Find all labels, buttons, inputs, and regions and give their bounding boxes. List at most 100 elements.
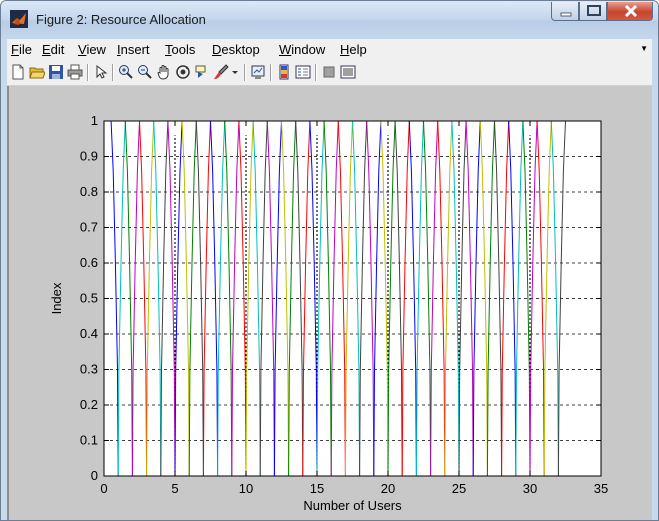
user-series-line[interactable] — [387, 120, 396, 477]
user-series-line[interactable] — [550, 120, 559, 477]
close-button[interactable] — [607, 2, 653, 21]
user-series-line[interactable] — [479, 120, 488, 477]
minimize-button[interactable] — [551, 2, 579, 21]
user-series-line[interactable] — [543, 120, 552, 477]
colorbar-icon[interactable] — [276, 64, 292, 80]
user-series-line[interactable] — [139, 120, 148, 477]
toolbar-separator — [244, 64, 246, 81]
user-series-line[interactable] — [522, 120, 531, 477]
window-client-area: File Edit View Insert Tools Desktop Wind… — [7, 39, 652, 520]
user-series-line[interactable] — [238, 120, 247, 477]
user-series-line[interactable] — [330, 120, 339, 477]
user-series-line[interactable] — [245, 120, 254, 477]
user-series-line[interactable] — [472, 120, 481, 477]
tick-layer: 00.10.20.30.40.50.60.70.80.910 5 10 15 20 25 3… — [80, 113, 608, 496]
user-series-line[interactable] — [231, 120, 240, 477]
user-series-line[interactable] — [401, 120, 410, 477]
user-series-line[interactable] — [316, 120, 325, 477]
user-series-line[interactable] — [153, 120, 162, 477]
user-series-line[interactable] — [252, 120, 261, 477]
user-series-line[interactable] — [337, 120, 346, 477]
brush-dropdown-icon[interactable] — [231, 64, 239, 80]
menu-help[interactable]: Help — [340, 42, 367, 57]
menu-window[interactable]: Window — [279, 42, 326, 57]
maximize-button[interactable] — [579, 2, 607, 21]
user-series-line[interactable] — [188, 120, 197, 477]
open-file-icon[interactable] — [29, 64, 45, 80]
menu-insert[interactable]: Insert — [117, 42, 150, 57]
user-series-line[interactable] — [408, 120, 417, 477]
save-icon[interactable] — [48, 64, 64, 80]
menu-file[interactable]: File — [11, 42, 32, 57]
user-series-line[interactable] — [373, 120, 382, 477]
user-series-line[interactable] — [110, 120, 119, 477]
y-tick-label: 0.9 — [80, 149, 98, 164]
user-series-line[interactable] — [124, 120, 133, 477]
show-plot-tools-icon[interactable] — [340, 64, 356, 80]
user-series-line[interactable] — [210, 120, 219, 477]
user-series-line[interactable] — [494, 120, 503, 477]
user-series-line[interactable] — [323, 120, 332, 477]
user-series-line[interactable] — [273, 120, 282, 477]
link-plot-icon[interactable] — [250, 64, 266, 80]
menu-view[interactable]: View — [78, 42, 106, 57]
user-series-line[interactable] — [536, 120, 545, 477]
figure-toolbar — [7, 61, 652, 86]
user-series-line[interactable] — [501, 120, 510, 477]
user-series-line[interactable] — [444, 120, 453, 477]
edit-plot-arrow-icon[interactable] — [93, 64, 109, 80]
legend-icon[interactable] — [295, 64, 311, 80]
user-series-line[interactable] — [195, 120, 204, 477]
user-series-line[interactable] — [146, 120, 155, 477]
user-series-line[interactable] — [359, 120, 368, 477]
brush-icon[interactable] — [213, 64, 229, 80]
user-series-line[interactable] — [508, 120, 517, 477]
user-series-line[interactable] — [394, 120, 403, 477]
user-series-line[interactable] — [217, 120, 226, 477]
user-series-line[interactable] — [288, 120, 297, 477]
user-series-line[interactable] — [437, 120, 446, 477]
menu-desktop[interactable]: Desktop — [212, 42, 260, 57]
zoom-in-icon[interactable] — [118, 64, 134, 80]
menu-edit[interactable]: Edit — [42, 42, 65, 57]
zoom-out-icon[interactable] — [137, 64, 153, 80]
user-series-line[interactable] — [160, 120, 169, 477]
user-series-line[interactable] — [281, 120, 290, 477]
user-series-line[interactable] — [167, 120, 176, 477]
user-series-line[interactable] — [295, 120, 304, 477]
menu-tools[interactable]: Tools — [165, 42, 196, 57]
user-series-line[interactable] — [309, 120, 318, 477]
user-series-line[interactable] — [266, 120, 275, 477]
user-series-line[interactable] — [415, 120, 424, 477]
user-series-line[interactable] — [458, 120, 467, 477]
y-tick-label: 0 — [91, 468, 98, 483]
user-series-line[interactable] — [486, 120, 495, 477]
user-series-line[interactable] — [557, 120, 566, 477]
user-series-line[interactable] — [423, 120, 432, 477]
user-series-line[interactable] — [451, 120, 460, 477]
user-series-line[interactable] — [259, 120, 268, 477]
user-series-line[interactable] — [465, 120, 474, 477]
user-series-line[interactable] — [515, 120, 524, 477]
new-figure-icon[interactable] — [10, 64, 26, 80]
user-series-line[interactable] — [302, 120, 311, 477]
hide-plot-tools-icon[interactable] — [321, 64, 337, 80]
user-series-line[interactable] — [131, 120, 140, 477]
user-series-line[interactable] — [529, 120, 538, 477]
user-series-line[interactable] — [366, 120, 375, 477]
user-series-line[interactable] — [117, 120, 126, 477]
user-series-line[interactable] — [380, 120, 389, 477]
user-series-line[interactable] — [224, 120, 233, 477]
user-series-line[interactable] — [202, 120, 211, 477]
rotate-3d-icon[interactable] — [175, 64, 191, 80]
title-bar[interactable]: Figure 2: Resource Allocation — [1, 1, 658, 39]
user-series-line[interactable] — [174, 120, 183, 477]
user-series-line[interactable] — [352, 120, 361, 477]
user-series-line[interactable] — [181, 120, 190, 477]
pan-hand-icon[interactable] — [156, 64, 172, 80]
data-cursor-icon[interactable] — [194, 64, 210, 80]
user-series-line[interactable] — [344, 120, 353, 477]
menu-overflow-icon[interactable]: ▼ — [640, 44, 648, 53]
print-icon[interactable] — [67, 64, 83, 80]
user-series-line[interactable] — [430, 120, 439, 477]
